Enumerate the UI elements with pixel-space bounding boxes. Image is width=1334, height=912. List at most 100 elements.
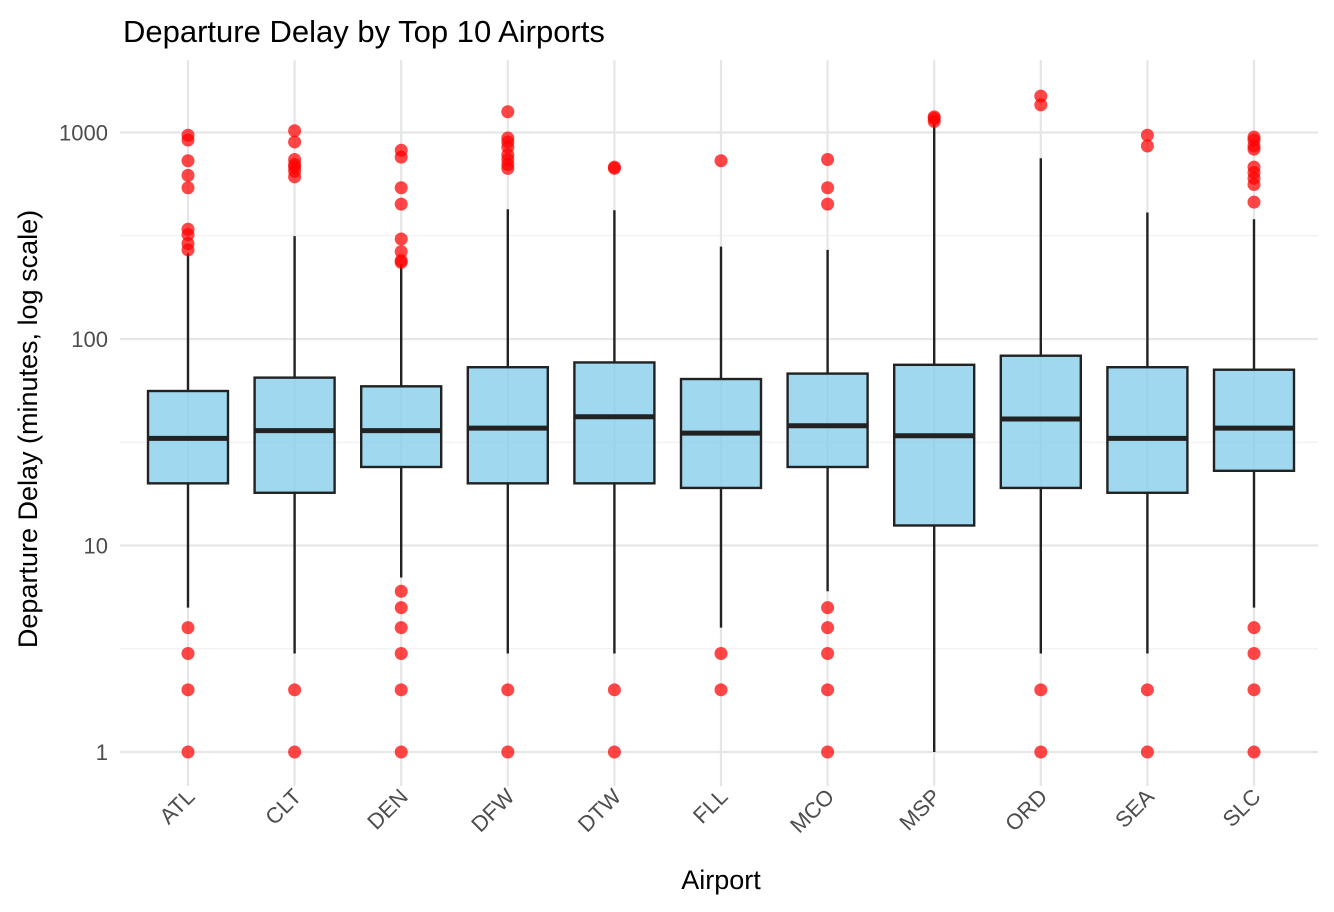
outlier-point: [607, 745, 621, 759]
x-tick-label: ATL: [154, 784, 199, 829]
iqr-box: [893, 363, 976, 527]
outlier-point: [1140, 128, 1154, 142]
outlier-point: [821, 621, 835, 635]
box-dtw: [573, 160, 656, 759]
outlier-point: [394, 232, 408, 246]
box-series: [146, 89, 1296, 759]
outlier-point: [181, 168, 195, 182]
outlier-point: [1034, 745, 1048, 759]
outlier-point: [501, 683, 515, 697]
outlier-point: [394, 683, 408, 697]
outlier-point: [394, 745, 408, 759]
outlier-point: [821, 181, 835, 195]
outlier-point: [394, 621, 408, 635]
outlier-point: [288, 135, 302, 149]
outlier-point: [821, 683, 835, 697]
outlier-point: [181, 683, 195, 697]
x-tick-label: ORD: [1000, 784, 1052, 836]
outlier-point: [181, 621, 195, 635]
box-slc: [1212, 130, 1296, 759]
outlier-point: [927, 110, 941, 124]
outlier-point: [181, 745, 195, 759]
box-sea: [1106, 128, 1189, 759]
outlier-point: [181, 181, 195, 195]
outlier-point: [1247, 646, 1261, 660]
outlier-point: [181, 222, 195, 236]
box-atl: [146, 128, 230, 759]
box-dfw: [466, 105, 549, 759]
outlier-point: [394, 646, 408, 660]
chart-title: Departure Delay by Top 10 Airports: [123, 14, 605, 49]
iqr-box: [999, 354, 1082, 490]
y-tick-label: 100: [71, 327, 108, 352]
outlier-point: [394, 245, 408, 259]
outlier-point: [288, 745, 302, 759]
outlier-point: [1034, 89, 1048, 103]
x-tick-label: SEA: [1110, 784, 1159, 833]
outlier-point: [821, 646, 835, 660]
outlier-point: [288, 683, 302, 697]
outlier-point: [394, 253, 408, 267]
outlier-point: [394, 181, 408, 195]
x-axis-title: Airport: [681, 865, 761, 895]
x-axis-ticks: ATL CLT DEN DFW DTW FLL MCO MSP ORD SEA SLC: [154, 784, 1265, 838]
x-tick-label: MCO: [785, 784, 839, 838]
y-tick-label: 1000: [59, 121, 108, 146]
box-ord: [999, 89, 1082, 759]
iqr-box: [1106, 366, 1189, 494]
outlier-point: [288, 153, 302, 167]
y-tick-label: 10: [84, 534, 108, 559]
y-tick-label: 1: [96, 740, 108, 765]
outlier-point: [714, 683, 728, 697]
outlier-point: [714, 646, 728, 660]
outlier-point: [821, 153, 835, 167]
outlier-point: [1247, 683, 1261, 697]
iqr-box: [360, 385, 443, 469]
outlier-point: [1140, 139, 1154, 153]
outlier-point: [394, 197, 408, 211]
iqr-box: [466, 366, 549, 485]
outlier-point: [288, 124, 302, 138]
x-tick-label: FLL: [688, 784, 732, 828]
outlier-point: [394, 143, 408, 157]
x-tick-label: DTW: [573, 784, 626, 837]
x-tick-label: DEN: [362, 784, 413, 835]
outlier-point: [821, 601, 835, 615]
outlier-point: [1140, 683, 1154, 697]
outlier-point: [1247, 160, 1261, 174]
iqr-box: [786, 372, 869, 469]
outlier-point: [181, 128, 195, 142]
outlier-point: [1247, 621, 1261, 635]
outlier-point: [714, 154, 728, 168]
outlier-point: [1247, 195, 1261, 209]
box-fll: [679, 154, 763, 697]
outlier-point: [1247, 745, 1261, 759]
outlier-point: [607, 160, 621, 174]
outlier-point: [501, 131, 515, 145]
y-axis-title: Departure Delay (minutes, log scale): [13, 210, 43, 648]
outlier-point: [1247, 130, 1261, 144]
outlier-point: [181, 154, 195, 168]
outlier-point: [394, 584, 408, 598]
box-den: [360, 143, 443, 759]
outlier-point: [181, 646, 195, 660]
outlier-point: [821, 745, 835, 759]
iqr-box: [573, 361, 656, 485]
x-tick-label: SLC: [1218, 784, 1266, 832]
outlier-point: [501, 105, 515, 119]
box-msp: [893, 110, 976, 752]
x-tick-label: CLT: [260, 784, 306, 830]
box-clt: [253, 124, 336, 759]
x-tick-label: DFW: [466, 784, 519, 837]
y-axis-ticks: 1 10 100 1000: [59, 121, 108, 766]
x-tick-label: MSP: [894, 784, 945, 835]
outlier-point: [1034, 683, 1048, 697]
outlier-point: [607, 683, 621, 697]
box-mco: [786, 153, 869, 759]
iqr-box: [253, 376, 336, 494]
outlier-point: [394, 601, 408, 615]
outlier-point: [821, 197, 835, 211]
iqr-box: [1212, 368, 1296, 473]
outlier-point: [501, 745, 515, 759]
